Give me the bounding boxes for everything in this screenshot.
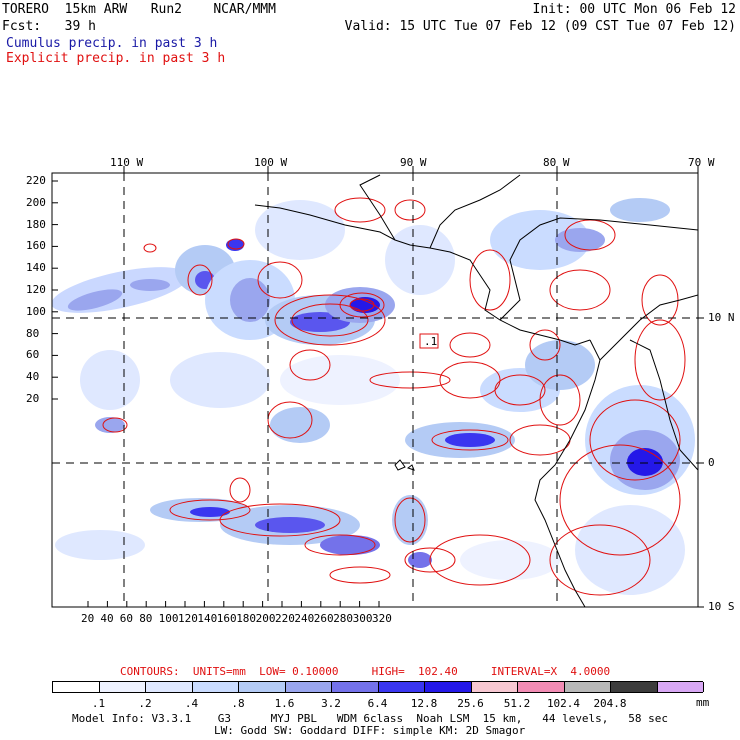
colorbar-unit: mm [696,696,710,709]
lon-label-110w: 110 W [110,156,144,169]
colorbar-label: 1.6 [274,697,295,710]
colorbar-cell [378,682,425,692]
x-tick-label: 180 [236,612,257,625]
physics-info: LW: Godd SW: Goddard DIFF: simple KM: 2D… [214,724,526,737]
x-tick-label: 100 [158,612,179,625]
colorbar-label: .1 [91,697,106,710]
y-tick-label: 220 [26,174,46,187]
x-tick-label: 280 [333,612,354,625]
latlon-grid [52,173,698,607]
colorbar-cell [53,682,100,692]
annotation-box [419,333,439,349]
colorbar-label: .2 [138,697,152,710]
colorbar-label: 51.2 [503,697,531,710]
x-tick-label: 200 [255,612,276,625]
x-tick-label: 220 [275,612,295,625]
explicit-legend-label: Explicit precip. in past 3 h [6,51,226,66]
model-run-title: TORERO 15km ARW Run2 NCAR/MMM [2,2,276,17]
x-tick-label: 140 [197,612,218,625]
lon-label-80w: 80 W [543,156,570,169]
colorbar-cell [425,682,472,692]
colorbar-cell [332,682,379,692]
colorbar-label: 25.6 [457,697,484,710]
y-tick-label: 80 [26,326,40,340]
x-tick-label: 40 [100,612,114,625]
lon-label-100w: 100 W [254,156,288,169]
valid-time: Valid: 15 UTC Tue 07 Feb 12 (09 CST Tue … [344,19,736,34]
x-tick-label: 120 [178,612,198,625]
x-tick-label: 300 [352,612,373,625]
y-tick-label: 20 [26,392,40,405]
colorbar-label: 6.4 [367,697,388,710]
colorbar-cell [564,682,611,692]
y-tick-label: 160 [26,239,46,253]
contours-info: CONTOURS: UNITS=mm LOW= 0.10000 HIGH= 10… [120,665,611,678]
colorbar [52,681,704,693]
colorbar-label: 204.8 [593,697,627,710]
colorbar-cell [285,682,332,692]
map-annotation: .1 [424,335,438,348]
colorbar-label: .8 [231,697,245,710]
lat-label-10s: 10 S [708,600,735,613]
x-tick-label: 240 [294,612,315,625]
y-tick-label: 180 [26,217,46,231]
colorbar-label: .4 [184,697,199,710]
y-tick-label: 200 [26,195,46,209]
colorbar-cell [99,682,146,692]
axis-ticks [52,166,704,608]
y-tick-label: 100 [26,304,46,318]
lon-label-90w: 90 W [400,156,427,169]
x-tick-label: 160 [216,612,237,625]
y-tick-label: 60 [26,348,40,362]
forecast-hour: Fcst: 39 h [2,19,96,34]
x-tick-label: 60 [119,612,134,625]
colorbar-cell [192,682,239,692]
y-tick-label: 140 [26,261,46,275]
lat-label-10n: 10 N [708,311,735,324]
map-frame [51,172,699,608]
colorbar-cell [239,682,286,692]
coastline [254,174,698,607]
colorbar-label: 102.4 [546,697,581,710]
x-tick-label: 20 [81,612,95,625]
x-tick-label: 320 [372,612,392,625]
colorbar-cell [657,682,704,692]
colorbar-label: 3.2 [321,697,341,710]
colorbar-cell [146,682,193,692]
lat-label-0: 0 [708,456,715,469]
y-tick-label: 120 [26,283,46,296]
model-info: Model Info: V3.3.1 G3 MYJ PBL WDM 6class… [72,712,669,725]
y-tick-label: 40 [26,370,40,384]
colorbar-label: 12.8 [410,697,438,710]
x-tick-label: 260 [313,612,334,625]
lon-label-70w: 70 W [688,156,715,169]
cumulus-legend-label: Cumulus precip. in past 3 h [6,36,218,51]
init-time: Init: 00 UTC Mon 06 Feb 12 [532,2,737,17]
colorbar-cell [611,682,658,692]
x-tick-label: 80 [139,612,153,625]
colorbar-cell [518,682,565,692]
colorbar-cell [471,682,518,692]
